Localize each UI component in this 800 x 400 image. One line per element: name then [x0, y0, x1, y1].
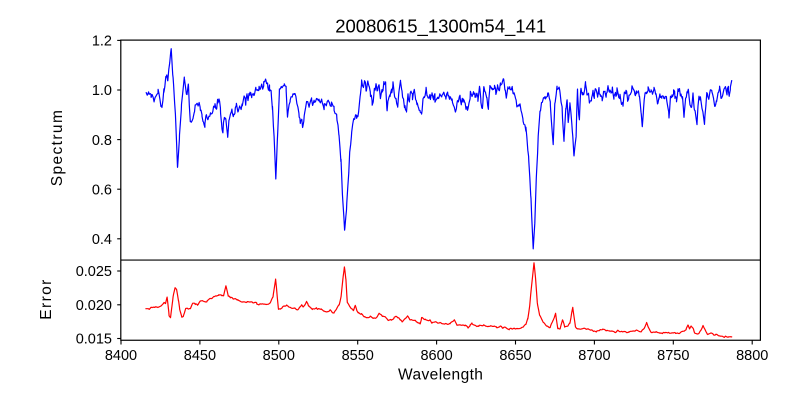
svg-text:0.8: 0.8 [92, 133, 112, 149]
svg-text:8450: 8450 [184, 348, 216, 364]
svg-text:0.020: 0.020 [76, 298, 112, 314]
svg-text:8400: 8400 [105, 348, 137, 364]
svg-text:20080615_1300m54_141: 20080615_1300m54_141 [335, 16, 546, 38]
svg-text:1.2: 1.2 [92, 34, 112, 50]
svg-text:Spectrum: Spectrum [49, 109, 66, 187]
svg-text:0.4: 0.4 [92, 232, 112, 248]
svg-text:0.015: 0.015 [76, 332, 112, 348]
svg-text:0.025: 0.025 [76, 264, 112, 280]
svg-text:8800: 8800 [736, 348, 768, 364]
svg-text:0.6: 0.6 [92, 182, 112, 198]
svg-text:1.0: 1.0 [92, 83, 112, 99]
svg-text:8700: 8700 [578, 348, 610, 364]
svg-text:Wavelength: Wavelength [398, 366, 483, 383]
svg-text:8750: 8750 [657, 348, 689, 364]
svg-text:8600: 8600 [420, 348, 452, 364]
svg-text:Error: Error [38, 278, 55, 319]
svg-text:8500: 8500 [263, 348, 295, 364]
svg-text:8550: 8550 [342, 348, 374, 364]
svg-text:8650: 8650 [499, 348, 531, 364]
